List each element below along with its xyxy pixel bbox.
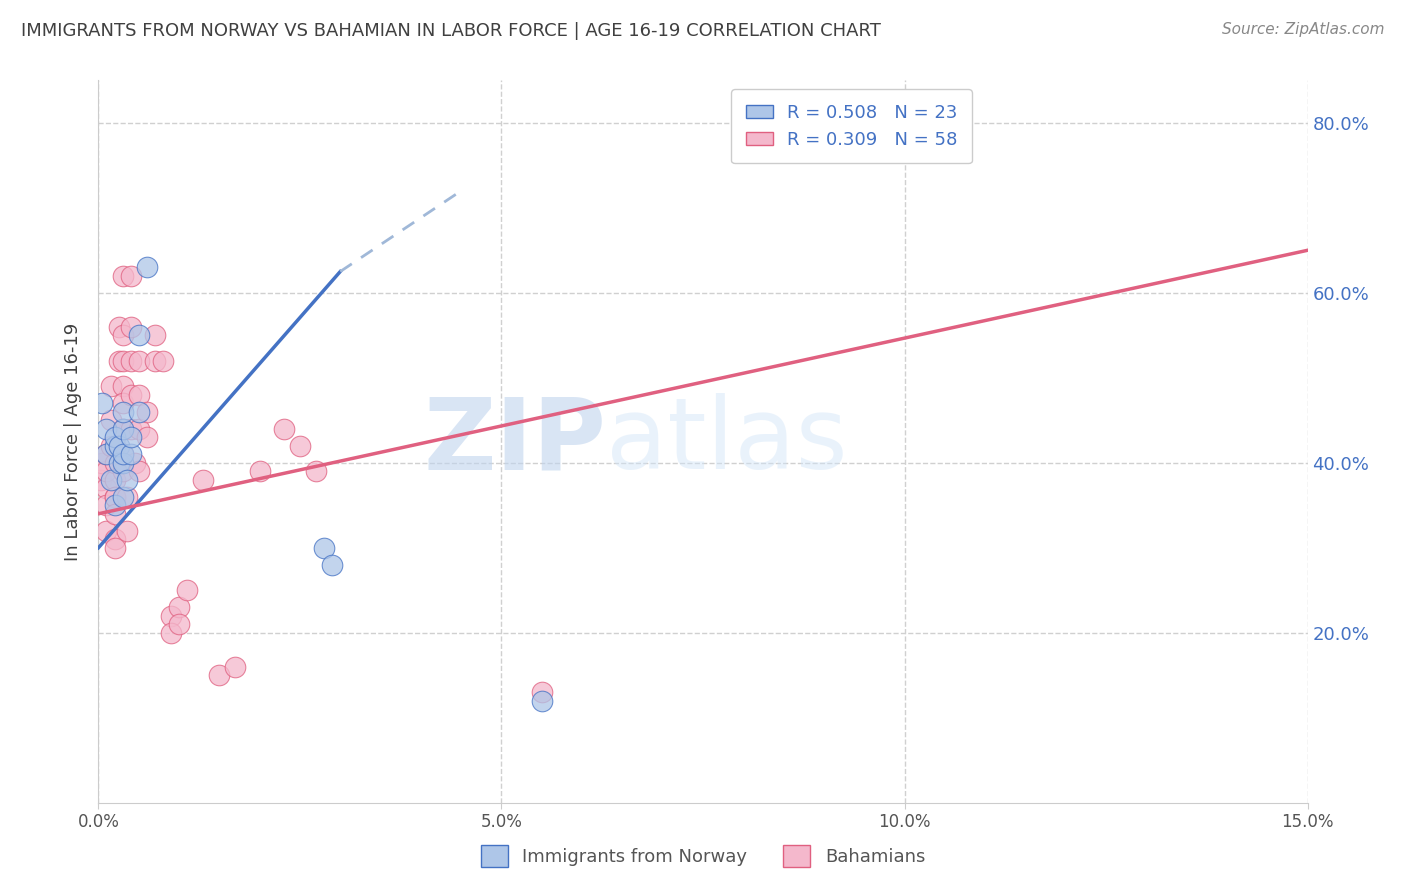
Point [167, 600, 190, 615]
Point [135, 430, 157, 444]
Point [111, 353, 134, 368]
Point [120, 319, 142, 334]
Point [160, 625, 183, 640]
Point [128, 405, 150, 419]
Point [111, 456, 134, 470]
Point [111, 268, 134, 283]
Point [103, 507, 125, 521]
Point [120, 353, 142, 368]
Text: atlas: atlas [606, 393, 848, 490]
Point [128, 328, 150, 343]
Point [111, 422, 134, 436]
Point [103, 473, 125, 487]
Point [176, 583, 198, 598]
Point [103, 498, 125, 512]
Point [103, 456, 125, 470]
Point [530, 685, 553, 699]
Point [103, 490, 125, 504]
Point [288, 439, 311, 453]
Point [111, 490, 134, 504]
Point [103, 490, 125, 504]
Point [111, 396, 134, 410]
Point [100, 473, 122, 487]
Point [115, 490, 138, 504]
Point [103, 541, 125, 555]
Point [96, 422, 118, 436]
Point [120, 430, 142, 444]
Point [107, 319, 129, 334]
Point [96, 464, 118, 478]
Point [96, 447, 118, 461]
Point [111, 405, 134, 419]
Point [124, 456, 146, 470]
Point [103, 439, 125, 453]
Point [103, 430, 125, 444]
Point [314, 541, 336, 555]
Point [143, 353, 166, 368]
Point [305, 464, 328, 478]
Point [120, 447, 142, 461]
Point [111, 464, 134, 478]
Point [772, 116, 794, 130]
Text: ZIP: ZIP [423, 393, 606, 490]
Point [120, 268, 142, 283]
Point [208, 668, 231, 682]
Point [111, 447, 134, 461]
Y-axis label: In Labor Force | Age 16-19: In Labor Force | Age 16-19 [65, 322, 83, 561]
Point [111, 379, 134, 393]
Point [128, 388, 150, 402]
Point [111, 447, 134, 461]
Point [107, 439, 129, 453]
Point [135, 260, 157, 275]
Point [249, 464, 271, 478]
Point [193, 473, 215, 487]
Point [128, 464, 150, 478]
Legend: Immigrants from Norway, Bahamians: Immigrants from Norway, Bahamians [474, 838, 932, 874]
Point [128, 422, 150, 436]
Point [224, 660, 246, 674]
Point [120, 422, 142, 436]
Text: Source: ZipAtlas.com: Source: ZipAtlas.com [1222, 22, 1385, 37]
Point [107, 456, 129, 470]
Point [103, 533, 125, 547]
Point [100, 379, 122, 393]
Point [107, 353, 129, 368]
Point [111, 328, 134, 343]
Point [135, 405, 157, 419]
Point [120, 388, 142, 402]
Legend: R = 0.508   N = 23, R = 0.309   N = 58: R = 0.508 N = 23, R = 0.309 N = 58 [731, 89, 972, 163]
Point [115, 473, 138, 487]
Point [100, 439, 122, 453]
Point [152, 353, 174, 368]
Point [96, 481, 118, 495]
Point [90, 473, 112, 487]
Point [111, 422, 134, 436]
Text: IMMIGRANTS FROM NORWAY VS BAHAMIAN IN LABOR FORCE | AGE 16-19 CORRELATION CHART: IMMIGRANTS FROM NORWAY VS BAHAMIAN IN LA… [21, 22, 882, 40]
Point [167, 617, 190, 632]
Point [273, 422, 295, 436]
Point [115, 524, 138, 538]
Point [91, 456, 114, 470]
Point [143, 328, 166, 343]
Point [128, 353, 150, 368]
Point [100, 413, 122, 427]
Point [321, 558, 343, 572]
Point [160, 608, 183, 623]
Point [530, 694, 553, 708]
Point [96, 524, 118, 538]
Point [96, 447, 118, 461]
Point [91, 396, 114, 410]
Point [96, 498, 118, 512]
